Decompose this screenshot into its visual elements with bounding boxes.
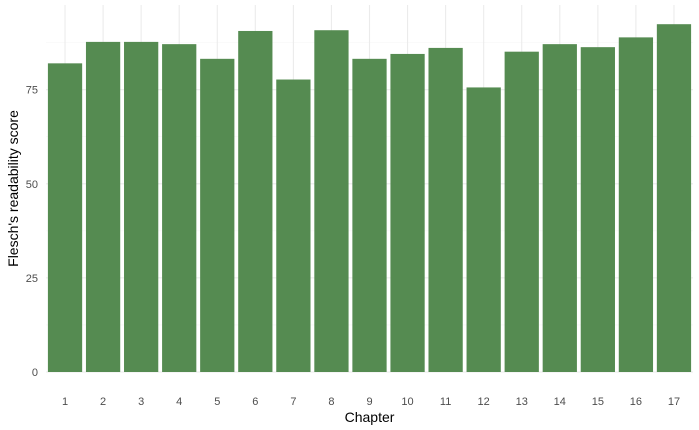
- bars: [47, 24, 692, 373]
- x-tick-label: 15: [592, 396, 604, 408]
- x-tick-label: 14: [554, 396, 566, 408]
- x-tick-label: 2: [100, 396, 106, 408]
- x-tick-label: 3: [138, 396, 144, 408]
- x-tick-label: 4: [176, 396, 182, 408]
- bar-chapter-8: [314, 30, 349, 373]
- bar-chapter-17: [656, 24, 692, 372]
- bar-chapter-15: [580, 47, 615, 372]
- bar-chapter-2: [85, 41, 121, 372]
- bar-chapter-12: [466, 87, 501, 373]
- bar-chapter-7: [276, 79, 311, 372]
- bar-chapter-5: [200, 58, 235, 373]
- bar-chapter-14: [542, 44, 577, 372]
- y-tick-label: 25: [26, 273, 38, 285]
- bar-chapter-9: [352, 58, 387, 373]
- x-tick-label: 8: [328, 396, 334, 408]
- x-tick-label: 7: [290, 396, 296, 408]
- bar-chapter-1: [47, 63, 83, 372]
- y-axis-title: Flesch's readability score: [5, 110, 21, 267]
- x-tick-label: 13: [516, 396, 528, 408]
- bar-chapter-6: [238, 30, 273, 372]
- y-tick-label: 0: [32, 367, 38, 379]
- y-tick-label: 75: [26, 85, 38, 97]
- bar-chapter-4: [162, 44, 197, 372]
- x-tick-label: 5: [214, 396, 220, 408]
- bar-chapter-11: [428, 47, 463, 373]
- x-tick-label: 1: [62, 396, 68, 408]
- x-tick-label: 11: [440, 396, 451, 408]
- bar-chapter-16: [618, 37, 654, 373]
- x-tick-label: 17: [668, 396, 680, 408]
- bar-chapter-3: [124, 41, 159, 372]
- bar-chapter-13: [504, 51, 539, 373]
- x-tick-label: 10: [401, 396, 413, 408]
- x-tick-label: 16: [630, 396, 642, 408]
- x-tick-label: 6: [252, 396, 258, 408]
- x-tick-label: 9: [366, 396, 372, 408]
- y-tick-label: 50: [26, 179, 38, 191]
- bar-chapter-10: [390, 53, 425, 372]
- x-tick-label: 12: [478, 396, 490, 408]
- x-axis-title: Chapter: [345, 409, 395, 425]
